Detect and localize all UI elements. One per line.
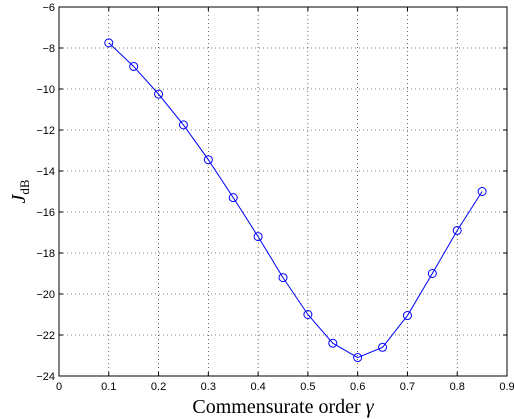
data-point [154, 89, 164, 99]
x-tick-label: 0.7 [400, 381, 415, 393]
x-tick-label: 0.9 [499, 381, 514, 393]
x-tick-label: 0 [56, 381, 62, 393]
data-point [452, 225, 462, 235]
data-point [328, 338, 338, 348]
series-line [108, 42, 483, 359]
grid [59, 7, 507, 376]
y-tick-labels: −24 −22 −20 −18 −16 −14 −12 −10 −8 −6 [36, 2, 55, 383]
x-tick-label: 0.5 [300, 381, 315, 393]
y-tick-label: −10 [36, 84, 55, 96]
data-point [278, 273, 288, 283]
data-point [303, 310, 313, 319]
data-point [104, 38, 114, 48]
y-tick-label: −20 [36, 289, 55, 301]
y-axis-label: JdB [8, 179, 32, 203]
x-tick-label: 0.4 [250, 381, 265, 393]
data-point [253, 232, 263, 242]
x-axis-label: Commensurate order γ [192, 396, 374, 418]
data-point [477, 187, 487, 196]
y-tick-label: −8 [42, 43, 55, 55]
axis-ticks [58, 6, 508, 377]
y-tick-label: −14 [36, 166, 55, 178]
y-tick-label: −6 [42, 2, 55, 14]
y-tick-label: −16 [36, 207, 55, 219]
plot-area-frame [58, 6, 508, 377]
data-point [427, 269, 437, 278]
data-point [378, 342, 388, 352]
x-tick-label: 0.8 [450, 381, 465, 393]
data-point [203, 155, 213, 165]
data-point [353, 353, 363, 363]
data-series [104, 38, 487, 363]
y-tick-label: −24 [36, 371, 55, 383]
x-tick-label: 0.3 [201, 381, 216, 393]
y-tick-label: −18 [36, 248, 55, 260]
data-point [402, 311, 412, 321]
data-point [129, 61, 139, 71]
x-tick-label: 0.1 [101, 381, 116, 393]
x-tick-label: 0.6 [350, 381, 365, 393]
x-tick-labels: 0 0.1 0.2 0.3 0.4 0.5 0.6 0.7 0.8 0.9 [56, 381, 514, 393]
x-tick-label: 0.2 [151, 381, 166, 393]
data-point [178, 120, 188, 130]
data-point [228, 193, 238, 203]
y-tick-label: −12 [36, 125, 55, 137]
y-tick-label: −22 [36, 330, 55, 342]
